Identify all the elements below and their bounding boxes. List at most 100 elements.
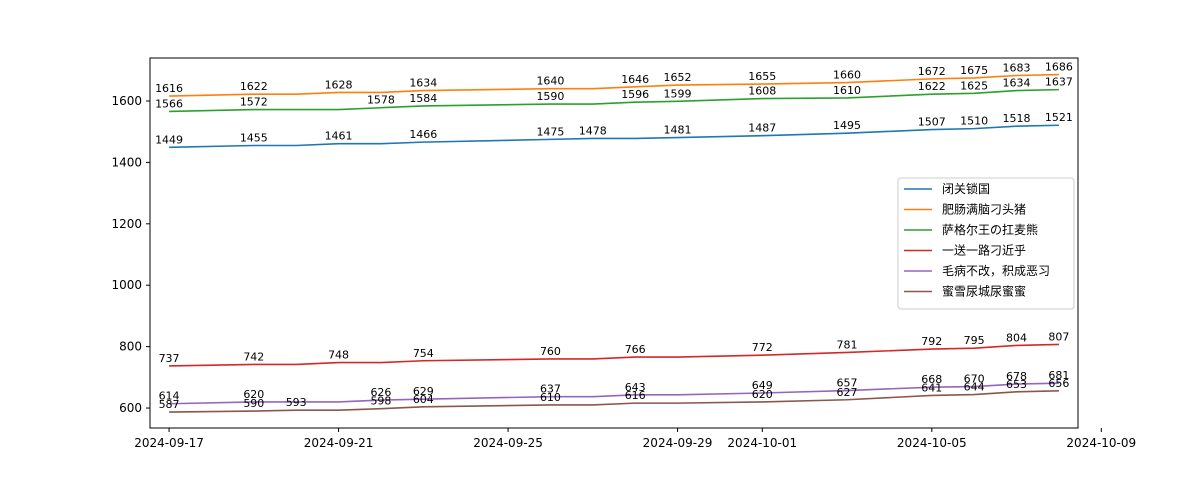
data-label: 807 — [1048, 330, 1069, 343]
data-label: 1518 — [1003, 112, 1031, 125]
data-label: 795 — [964, 334, 985, 347]
series-line-4 — [169, 343, 1059, 367]
data-label: 1455 — [240, 132, 268, 145]
data-label: 616 — [625, 389, 646, 402]
data-label: 1521 — [1045, 111, 1073, 124]
data-label: 649 — [752, 379, 773, 392]
data-label: 737 — [159, 352, 180, 365]
x-tick-label: 2024-09-25 — [473, 436, 543, 450]
data-label: 656 — [1048, 377, 1069, 390]
data-label: 1628 — [325, 78, 353, 91]
data-label: 653 — [1006, 378, 1027, 391]
data-label: 742 — [243, 350, 264, 363]
data-label: 1634 — [1003, 77, 1031, 90]
x-tick-label: 2024-09-29 — [643, 436, 713, 450]
legend: 闭关锁国肥肠满脑刁头猪萨格尔王の扛麦熊一送一路刁近乎毛病不改，积成恶习蜜雪尿城尿… — [897, 177, 1075, 310]
x-tick-label: 2024-10-09 — [1066, 436, 1136, 450]
data-label: 1578 — [367, 94, 395, 107]
data-label: 1622 — [918, 80, 946, 93]
data-label: 626 — [370, 386, 391, 399]
data-label: 620 — [752, 388, 773, 401]
legend-label: 毛病不改，积成恶习 — [942, 263, 1050, 278]
axes-layer: 600 800 1000 1200 1400 1600 2024-09-17 2024-09-… — [111, 94, 1136, 450]
data-label: 766 — [625, 343, 646, 356]
data-label: 629 — [413, 385, 434, 398]
data-label: 1584 — [409, 92, 437, 105]
data-label: 678 — [1006, 370, 1027, 383]
data-label: 1634 — [409, 77, 437, 90]
data-label: 637 — [540, 383, 561, 396]
data-label: 748 — [328, 349, 349, 362]
series-line-2 — [169, 73, 1059, 97]
legend-box — [897, 177, 1075, 310]
data-label: 670 — [964, 373, 985, 386]
data-label: 644 — [964, 381, 985, 394]
data-label: 781 — [837, 338, 858, 351]
x-tick-label: 2024-10-01 — [727, 436, 797, 450]
data-label: 1608 — [748, 85, 776, 98]
data-label: 620 — [243, 388, 264, 401]
data-label: 641 — [921, 381, 942, 394]
data-label: 1481 — [664, 124, 692, 137]
series-line-1 — [169, 124, 1059, 149]
data-label: 1622 — [240, 80, 268, 93]
y-tick-label: 600 — [119, 401, 142, 415]
legend-label: 肥肠满脑刁头猪 — [942, 203, 1026, 217]
series-line-5 — [169, 382, 1059, 405]
data-label: 614 — [159, 390, 180, 403]
legend-label: 萨格尔王の扛麦熊 — [942, 222, 1038, 237]
data-label: 1590 — [536, 90, 564, 103]
plot-frame — [149, 57, 1079, 429]
y-tick-label: 800 — [119, 340, 142, 354]
data-label: 1507 — [918, 116, 946, 129]
data-label: 587 — [159, 398, 180, 411]
data-label: 1461 — [325, 130, 353, 143]
data-label: 627 — [837, 386, 858, 399]
y-tick-label: 1200 — [111, 217, 142, 231]
series-line-6 — [169, 390, 1059, 413]
data-label: 1495 — [833, 119, 861, 132]
data-label: 1487 — [748, 122, 776, 135]
data-label: 804 — [1006, 331, 1027, 344]
data-label: 1599 — [664, 87, 692, 100]
data-label: 668 — [921, 373, 942, 386]
x-tick-label: 2024-09-17 — [134, 436, 204, 450]
data-label: 657 — [837, 377, 858, 390]
data-label: 593 — [286, 396, 307, 409]
data-label: 1466 — [409, 128, 437, 141]
data-label: 598 — [370, 395, 391, 408]
data-label: 1655 — [748, 70, 776, 83]
data-label: 772 — [752, 341, 773, 354]
data-label: 1475 — [536, 125, 564, 138]
legend-label: 闭关锁国 — [942, 181, 990, 196]
series-line-3 — [169, 88, 1059, 113]
data-label: 1596 — [621, 88, 649, 101]
y-tick-label: 1600 — [111, 94, 142, 108]
data-label: 1566 — [155, 97, 183, 110]
data-label: 1478 — [579, 124, 607, 137]
data-label: 792 — [921, 335, 942, 348]
data-label: 1652 — [664, 71, 692, 84]
data-label: 643 — [625, 381, 646, 394]
data-label: 1449 — [155, 133, 183, 146]
data-label: 760 — [540, 345, 561, 358]
data-label: 1683 — [1003, 62, 1031, 75]
data-label: 590 — [243, 397, 264, 410]
data-label: 1637 — [1045, 76, 1073, 89]
series-layer — [169, 73, 1059, 413]
data-label: 1686 — [1045, 61, 1073, 74]
y-tick-label: 1400 — [111, 155, 142, 169]
data-label: 681 — [1048, 369, 1069, 382]
data-label: 1646 — [621, 73, 649, 86]
data-label: 610 — [540, 391, 561, 404]
y-tick-label: 1000 — [111, 278, 142, 292]
x-tick-label: 2024-10-05 — [897, 436, 967, 450]
data-label: 604 — [413, 393, 434, 406]
data-label: 1675 — [960, 64, 988, 77]
data-label: 1625 — [960, 79, 988, 92]
data-label: 1616 — [155, 82, 183, 95]
data-label: 1640 — [536, 75, 564, 88]
data-labels-layer: 1449 1455 1461 1466 1475 1478 1481 1487 1495 1507… — [155, 61, 1073, 411]
data-label: 1660 — [833, 69, 861, 82]
